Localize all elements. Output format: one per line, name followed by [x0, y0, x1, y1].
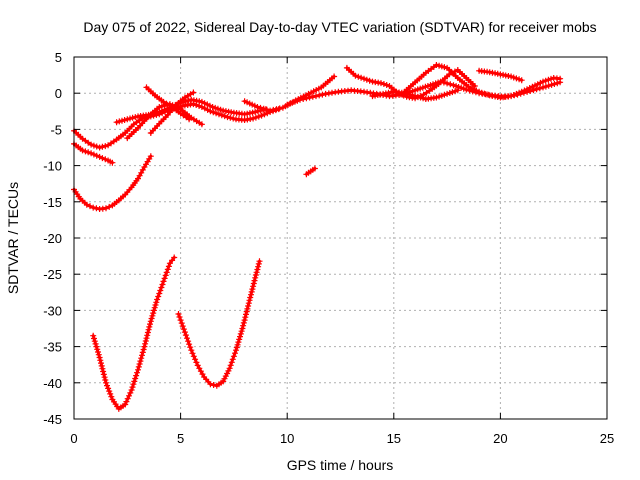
y-tick-label: 5 [55, 50, 62, 65]
series-markers [147, 89, 197, 136]
chart-title: Day 075 of 2022, Sidereal Day-to-day VTE… [83, 19, 596, 35]
series-markers [476, 67, 525, 84]
y-tick-label: -10 [43, 159, 62, 174]
x-axis-label: GPS time / hours [287, 457, 394, 473]
series-markers [90, 254, 178, 412]
y-axis-label: SDTVAR / TECUs [5, 182, 21, 294]
series-arc-deep-2 [175, 258, 263, 389]
x-tick-label: 5 [177, 431, 184, 446]
x-tick-label: 15 [387, 431, 401, 446]
y-tick-label: -5 [50, 122, 62, 137]
series-markers [303, 165, 318, 178]
series-markers [175, 258, 263, 389]
series-arc-deep-1 [90, 254, 178, 412]
series-arc-small [303, 165, 318, 178]
y-tick-label: -45 [43, 412, 62, 427]
series-arc-mid [71, 153, 154, 212]
y-tick-label: -20 [43, 231, 62, 246]
grid-layer [74, 57, 607, 419]
y-tick-label: -25 [43, 267, 62, 282]
x-tick-label: 10 [280, 431, 294, 446]
series-line [145, 85, 191, 121]
series-arc-upper-4 [143, 84, 193, 123]
series-arc-upper-11 [369, 87, 461, 102]
tick-layer: 0 5 10 15 20 25 5 0 -5 -10 -15 -20 -25 -30 -35 -40 -45 [43, 50, 614, 446]
series-arc-upper-5 [147, 89, 197, 136]
x-tick-label: 25 [600, 431, 614, 446]
x-tick-label: 20 [493, 431, 507, 446]
y-tick-label: 0 [55, 86, 62, 101]
y-tick-label: -35 [43, 340, 62, 355]
series-markers [369, 87, 461, 102]
series-layer [71, 62, 564, 412]
x-tick-label: 0 [70, 431, 77, 446]
y-tick-label: -15 [43, 195, 62, 210]
series-arc-upper-10 [476, 67, 525, 84]
series-line [177, 259, 261, 388]
y-tick-label: -30 [43, 303, 62, 318]
y-tick-label: -40 [43, 376, 62, 391]
